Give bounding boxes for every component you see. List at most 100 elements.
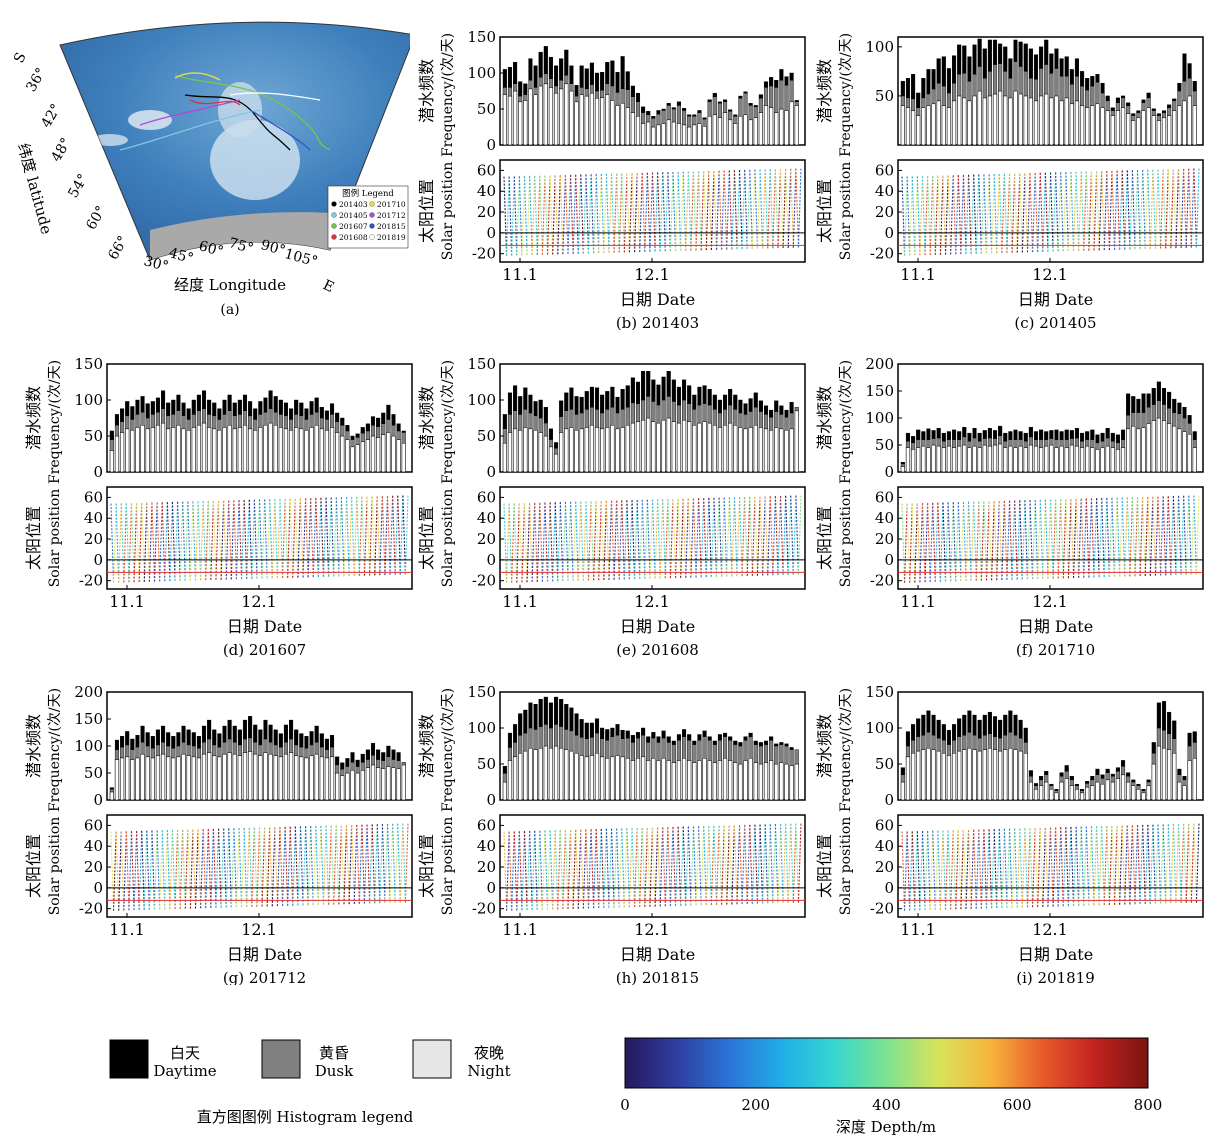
bar-dusk	[615, 412, 620, 429]
bar-night	[360, 441, 365, 473]
bar-night	[743, 760, 748, 801]
bar-night	[237, 427, 243, 473]
bar-daytime	[294, 729, 299, 746]
bar-night	[1151, 763, 1156, 801]
bar-daytime	[1136, 783, 1141, 786]
solar-sweep	[764, 496, 769, 576]
solar-sweep	[703, 826, 707, 906]
bar-daytime	[381, 752, 386, 761]
solar-sweep	[955, 175, 959, 255]
solar-sweep	[616, 828, 620, 908]
solar-sweep	[598, 829, 602, 909]
bar-dusk	[248, 737, 253, 752]
bar-dusk	[1003, 71, 1008, 97]
bar-daytime	[1172, 720, 1177, 740]
map-legend-label: 201819	[377, 233, 406, 242]
solar-sweep	[212, 500, 217, 580]
solar-sweep	[539, 502, 543, 582]
solar-sweep	[1111, 825, 1116, 905]
bar-dusk	[702, 736, 707, 759]
solar-sweep	[978, 829, 982, 909]
bar-night	[559, 432, 564, 473]
solar-sweep	[320, 497, 325, 577]
bar-night	[1105, 110, 1110, 146]
bar-daytime	[227, 394, 232, 411]
solar-sweep	[715, 825, 720, 905]
solar-sweep	[756, 824, 761, 904]
solar-sweep	[302, 498, 307, 578]
solar-sweep	[787, 823, 792, 903]
solar-sweep	[1093, 826, 1098, 906]
solar-sweep	[669, 827, 674, 907]
date-tick-label: 11.1	[900, 265, 936, 284]
bar-night	[1126, 113, 1131, 146]
bar-daytime	[758, 94, 763, 99]
panel-b: 150 100 50 0 潜水频数 Frequency/(次/天) 60 40 20 0 -20 太阳…	[410, 0, 820, 332]
bar-night	[789, 765, 794, 801]
bar-dusk	[1156, 400, 1161, 419]
bar-dusk	[641, 112, 646, 124]
bar-night	[794, 763, 799, 801]
date-tick-label: 12.1	[1032, 920, 1068, 939]
bar-daytime	[594, 718, 600, 734]
bar-dusk	[1146, 406, 1151, 424]
solar-sweep	[503, 503, 508, 583]
solar-sweep	[1152, 824, 1157, 904]
solar-sweep	[960, 830, 964, 910]
bar-daytime	[916, 429, 921, 440]
solar-sweep	[1162, 496, 1167, 576]
solar-sweep	[980, 501, 985, 581]
bar-dusk	[538, 726, 543, 749]
bar-daytime	[1182, 406, 1187, 419]
bar-night	[1151, 115, 1156, 146]
bar-daytime	[1033, 431, 1039, 440]
solar-sweep	[916, 831, 921, 911]
solar-sweep	[726, 497, 730, 577]
bar-night	[584, 427, 589, 473]
solar-sweep	[677, 826, 682, 906]
solar-sweep	[223, 828, 227, 908]
solar-sweep	[230, 500, 235, 580]
bar-daytime	[707, 389, 712, 406]
bar-night	[1120, 774, 1126, 801]
histogram-ylabel-en: Frequency/(次/天)	[47, 688, 63, 812]
solar-sweep	[143, 830, 148, 910]
bar-dusk	[324, 749, 329, 759]
bar-night	[145, 428, 150, 473]
solar-sweep	[225, 500, 230, 580]
solar-sweep	[531, 502, 536, 583]
bar-dusk	[227, 410, 232, 426]
solar-sweep	[593, 174, 597, 254]
bar-dusk	[502, 773, 507, 783]
bar-night	[758, 427, 764, 473]
bar-daytime	[1013, 39, 1018, 62]
bar-night	[1049, 97, 1054, 146]
solar-sweep	[623, 500, 628, 580]
solar-sweep	[1106, 170, 1110, 251]
bar-night	[687, 421, 692, 473]
bar-daytime	[1120, 760, 1126, 767]
solar-sweep	[177, 501, 181, 581]
bar-dusk	[1115, 770, 1120, 779]
bar-night	[702, 125, 707, 146]
bar-night	[712, 762, 717, 801]
bar-night	[707, 115, 712, 146]
bar-daytime	[702, 385, 707, 404]
solar-sweep	[965, 829, 970, 910]
solar-sweep	[258, 499, 263, 579]
histogram-y-tick-label: 0	[93, 791, 103, 809]
bar-daytime	[340, 417, 345, 426]
bar-dusk	[1146, 97, 1151, 108]
solar-sweep	[687, 498, 692, 578]
bar-dusk	[1146, 781, 1151, 786]
solar-sweep	[156, 502, 161, 582]
solar-sweep	[718, 497, 723, 577]
solar-sweep	[151, 502, 156, 582]
bar-dusk	[329, 414, 335, 428]
solar-sweep	[1157, 496, 1162, 576]
bar-night	[191, 756, 196, 801]
bar-dusk	[748, 736, 753, 759]
solar-sweep	[746, 496, 751, 577]
solar-sweep	[1026, 828, 1031, 908]
bar-night	[288, 752, 294, 801]
